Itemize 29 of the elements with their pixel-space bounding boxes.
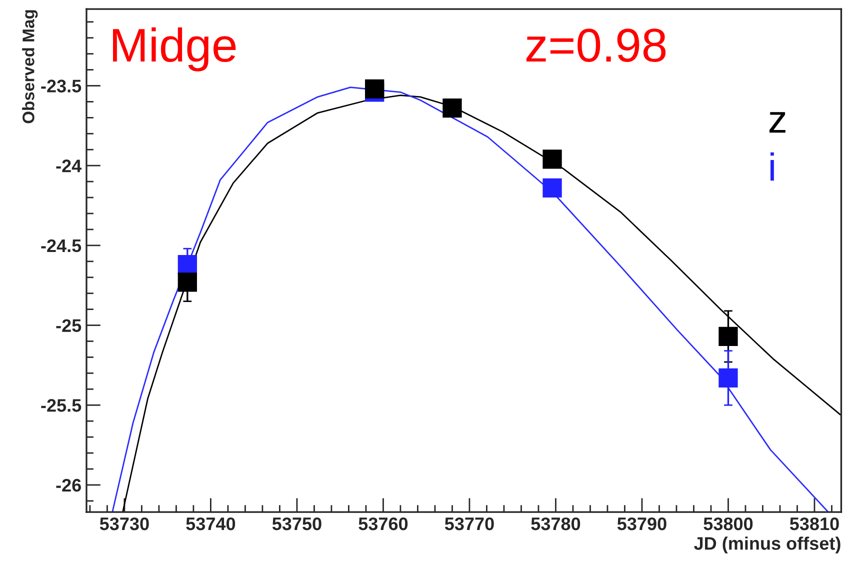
y-tick-label: -25 — [56, 319, 82, 332]
point — [365, 79, 384, 99]
x-tick-label: 53750 — [272, 517, 322, 530]
y-tick-label: -24 — [56, 160, 82, 172]
y-tick-label: -25.5 — [41, 399, 82, 412]
x-tick-label: 53730 — [100, 517, 149, 530]
annotation: Midge — [113, 27, 236, 72]
point — [718, 368, 738, 388]
point — [542, 150, 562, 169]
annotation: z=0.98 — [526, 28, 666, 62]
x-axis-title: JD (minus offset) — [694, 536, 840, 554]
point — [542, 178, 562, 198]
x-tick-label: 53770 — [444, 517, 494, 530]
x-tick-label: 53800 — [704, 517, 753, 530]
y-axis-title: Observed Mag — [22, 10, 38, 124]
text: i — [770, 152, 774, 181]
y-tick-label: -23.5 — [41, 80, 82, 92]
x-tick-label: 53790 — [617, 517, 666, 530]
x-tick-label: 53760 — [358, 517, 408, 530]
x-tick-label: 53780 — [531, 517, 580, 530]
x-tick-label: 53810 — [790, 517, 839, 530]
text: z — [769, 112, 786, 133]
y-tick-label: -24.5 — [41, 239, 82, 252]
point — [178, 255, 197, 274]
point — [718, 326, 738, 346]
point — [442, 98, 462, 118]
y-tick-label: -26 — [56, 478, 81, 492]
point — [178, 272, 197, 292]
x-tick-label: 53740 — [186, 517, 236, 530]
